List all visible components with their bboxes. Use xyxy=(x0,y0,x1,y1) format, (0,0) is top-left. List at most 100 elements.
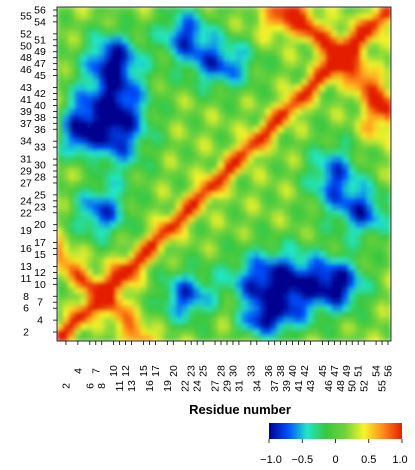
heatmap-cell xyxy=(378,24,386,32)
heatmap-cell xyxy=(116,90,123,97)
heatmap-cell xyxy=(134,42,141,50)
heatmap-cell xyxy=(62,322,70,330)
heatmap-cell xyxy=(372,149,380,157)
heatmap-cell xyxy=(229,72,237,79)
heatmap-cell xyxy=(348,18,356,26)
heatmap-cell xyxy=(348,90,356,97)
heatmap-cell xyxy=(146,215,153,223)
x-tick-label: 4 xyxy=(72,368,84,374)
heatmap-cell xyxy=(98,185,106,193)
heatmap-cell xyxy=(98,102,106,109)
heatmap-cell xyxy=(325,275,332,282)
heatmap-cell xyxy=(331,227,338,234)
heatmap-cell xyxy=(337,251,344,258)
heatmap-cell xyxy=(211,120,219,127)
heatmap-cell xyxy=(337,108,344,115)
heatmap-cell xyxy=(62,143,70,151)
heatmap-cell xyxy=(265,292,273,300)
heatmap-cell xyxy=(307,281,314,288)
heatmap-cell xyxy=(265,137,273,145)
heatmap-cell xyxy=(348,36,356,44)
heatmap-cell xyxy=(140,143,147,151)
heatmap-cell xyxy=(104,275,111,282)
y-tick-label: 22 xyxy=(20,207,32,219)
heatmap-cell xyxy=(68,239,76,246)
heatmap-cell xyxy=(211,161,219,169)
heatmap-cell xyxy=(98,36,106,44)
heatmap-cell xyxy=(134,120,141,127)
heatmap-cell xyxy=(366,7,374,14)
heatmap-cell xyxy=(57,191,64,199)
heatmap-cell xyxy=(366,114,374,121)
heatmap-cell xyxy=(146,328,153,336)
heatmap-cell xyxy=(164,245,171,252)
heatmap-cell xyxy=(80,137,88,145)
heatmap-cell xyxy=(235,233,243,240)
heatmap-cell xyxy=(366,316,374,324)
heatmap-cell xyxy=(122,149,129,157)
heatmap-cell xyxy=(57,328,64,336)
heatmap-cell xyxy=(337,12,344,20)
heatmap-cell xyxy=(187,257,195,264)
heatmap-cell xyxy=(193,233,201,240)
heatmap-cell xyxy=(348,114,356,121)
heatmap-cell xyxy=(295,12,302,20)
heatmap-cell xyxy=(295,203,302,211)
heatmap-cell xyxy=(164,30,171,38)
heatmap-cell xyxy=(80,173,88,181)
heatmap-cell xyxy=(223,143,231,151)
heatmap-cell xyxy=(110,328,117,336)
heatmap-cell xyxy=(104,263,111,270)
heatmap-cell xyxy=(223,48,231,56)
heatmap-cell xyxy=(354,7,362,14)
heatmap-cell xyxy=(366,245,374,252)
heatmap-cell xyxy=(337,227,344,234)
heatmap-cell xyxy=(110,310,117,318)
heatmap-cell xyxy=(80,287,88,294)
y-tick-label: 41 xyxy=(20,94,32,106)
heatmap-cell xyxy=(366,30,374,38)
heatmap-cell xyxy=(211,275,219,282)
heatmap-cell xyxy=(253,322,261,330)
heatmap-cell xyxy=(384,203,391,211)
heatmap-cell xyxy=(57,245,64,252)
heatmap-cell xyxy=(313,179,320,187)
heatmap-cell xyxy=(313,114,320,121)
heatmap-cell xyxy=(235,24,243,32)
heatmap-cell xyxy=(205,108,213,115)
heatmap-cell xyxy=(122,287,129,294)
heatmap-cell xyxy=(211,131,219,139)
heatmap-cell xyxy=(170,84,177,91)
heatmap-cell xyxy=(62,310,70,318)
heatmap-cell xyxy=(92,185,100,193)
heatmap-cell xyxy=(122,167,129,175)
heatmap-cell xyxy=(223,60,231,67)
heatmap-cell xyxy=(223,287,231,294)
heatmap-cell xyxy=(205,239,213,246)
heatmap-cell xyxy=(223,239,231,246)
heatmap-cell xyxy=(307,316,314,324)
heatmap-cell xyxy=(307,209,314,217)
heatmap-cell xyxy=(158,328,165,336)
heatmap-cell xyxy=(277,269,284,276)
heatmap-cell xyxy=(98,66,106,73)
heatmap-cell xyxy=(295,227,302,234)
heatmap-cell xyxy=(342,173,350,181)
heatmap-cell xyxy=(277,155,284,163)
heatmap-cell xyxy=(247,197,255,205)
heatmap-cell xyxy=(241,287,249,294)
heatmap-cell xyxy=(223,263,231,270)
heatmap-cell xyxy=(158,209,165,217)
heatmap-cell xyxy=(337,203,344,211)
heatmap-cell xyxy=(57,281,64,288)
heatmap-cell xyxy=(80,292,88,300)
heatmap-cell xyxy=(122,54,129,61)
heatmap-cell xyxy=(331,42,338,50)
heatmap-cell xyxy=(92,66,100,73)
heatmap-cell xyxy=(277,275,284,282)
heatmap-cell xyxy=(295,269,302,276)
heatmap-cell xyxy=(62,30,70,38)
heatmap-cell xyxy=(247,269,255,276)
heatmap-cell xyxy=(235,108,243,115)
heatmap-cell xyxy=(241,239,249,246)
